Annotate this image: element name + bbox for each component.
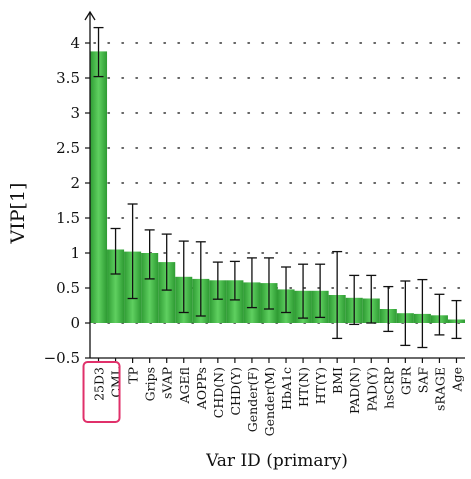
x-tick-label: SAF [415,367,430,394]
x-tick-label: GFR [398,366,413,395]
bar-chd-n [209,280,227,323]
x-tick-label: Age [449,367,464,392]
x-tick-label: sVAP [160,367,175,399]
bar-chd-y [226,280,244,323]
y-tick-label: 4 [70,34,80,52]
x-tick-label: HT(N) [296,367,311,407]
y-tick-label: 3.5 [56,69,80,87]
x-tick-label: Grips [143,367,158,401]
x-axis-ticks: 25D3 CML TP Grips sVAP AGEfl AOPPs CHD(N) CHD(Y)… [92,358,464,436]
error-bar [178,240,189,314]
x-tick-label: AOPPs [194,367,209,410]
y-axis-label: VIP[1] [7,183,29,245]
y-tick-label: 2 [70,174,80,192]
bar-grips [141,253,159,323]
y-axis-ticks: 4 3.5 3 2.5 2 1.5 1 0.5 0 −0.5 [44,34,90,367]
bar-svap [158,262,176,323]
error-bar [195,241,206,317]
bar-cml [107,249,125,323]
error-bar [451,299,462,340]
y-tick-label: 2.5 [56,139,80,157]
bar-25d3 [90,51,108,324]
x-tick-label: BMI [330,367,345,394]
axes [84,10,465,359]
y-tick-label: 0 [70,314,80,332]
x-tick-label: CML [109,367,124,398]
error-bar [417,278,428,349]
x-tick-label: HT(Y) [313,367,328,404]
x-tick-label: 25D3 [92,367,107,401]
error-bar [263,257,274,310]
error-bar [127,203,138,300]
error-bar [246,257,257,309]
bars-group [90,51,465,324]
error-bar [161,233,172,291]
error-bar [383,285,394,333]
error-bar [281,266,292,314]
x-tick-label: TP [126,367,141,384]
error-bar [400,280,411,347]
error-bar [332,250,343,340]
x-tick-label: HbA1c [279,367,294,410]
error-bar [366,274,377,324]
x-tick-label: Gender(F) [245,367,260,432]
error-bar [434,293,445,336]
x-tick-label: sRAGE [432,367,447,411]
error-bar [212,261,223,300]
x-tick-label: CHD(N) [211,367,226,418]
error-bar [298,263,309,319]
error-bar [315,263,326,319]
y-tick-label: −0.5 [44,349,80,367]
x-tick-label: PAD(Y) [364,367,379,411]
error-bar [93,26,104,78]
x-tick-label: Gender(M) [262,367,277,436]
error-bar [144,229,155,280]
y-tick-label: 0.5 [56,279,80,297]
error-bar [110,227,121,275]
highlight-box [82,361,121,423]
error-bar [229,260,240,301]
error-bar [349,274,360,326]
x-axis-label: Var ID (primary) [205,451,348,471]
x-tick-label: AGEfl [177,367,192,404]
x-tick-label: hsCRP [381,367,396,409]
x-tick-label: PAD(N) [347,367,362,414]
error-bars-group [93,26,462,349]
y-tick-label: 1.5 [56,209,80,227]
x-tick-label: CHD(Y) [228,367,243,416]
y-axis-arrow [84,10,96,21]
y-tick-label: 3 [70,104,80,122]
y-tick-label: 1 [70,244,80,262]
